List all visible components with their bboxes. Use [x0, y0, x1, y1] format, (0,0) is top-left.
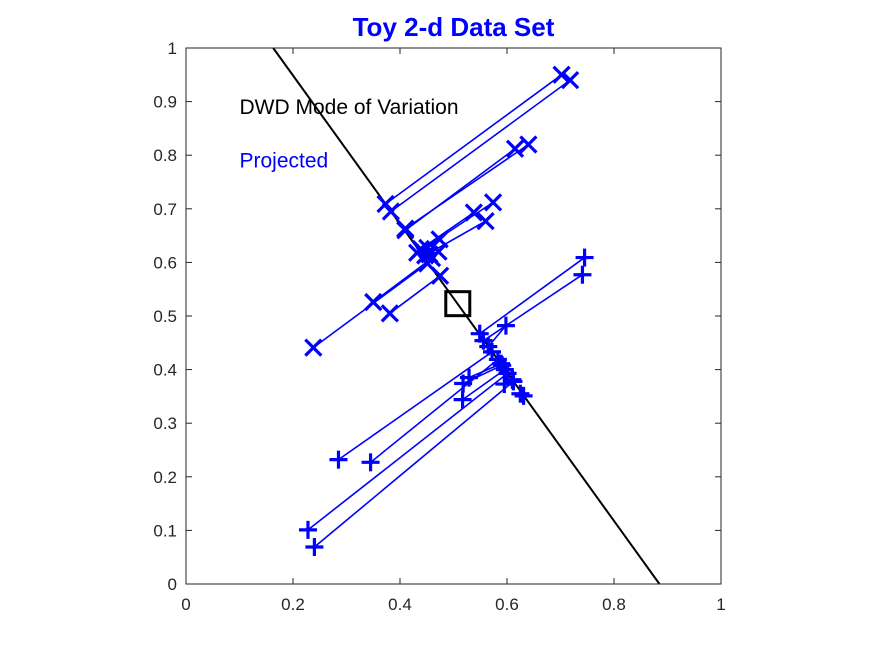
data-markers — [298, 65, 594, 557]
projection-line — [483, 274, 583, 342]
annotation-projected: Projected — [240, 150, 329, 173]
center-square — [444, 290, 472, 318]
data-point-plus — [575, 248, 594, 267]
data-point-plus — [496, 316, 515, 335]
data-point-x — [464, 203, 483, 222]
data-point-plus — [361, 453, 380, 472]
projection-line — [404, 148, 516, 231]
chart-title: Toy 2-d Data Set — [353, 12, 555, 42]
data-point-plus — [305, 538, 324, 557]
data-point-x — [380, 304, 399, 323]
projection-line — [385, 74, 563, 205]
x-marker-stroke — [380, 304, 399, 323]
x-tick-label: 1 — [716, 595, 725, 614]
data-point-x — [560, 71, 580, 90]
data-point-x — [519, 135, 538, 154]
x-tick-label: 0.2 — [281, 595, 305, 614]
data-point-plus — [453, 390, 472, 409]
y-tick-label: 0.1 — [153, 521, 177, 540]
projection-line — [338, 351, 493, 461]
x-marker-stroke — [396, 221, 415, 240]
data-point-plus — [573, 265, 592, 284]
x-marker-stroke — [560, 71, 580, 90]
data-point-plus — [514, 386, 533, 405]
data-point-x — [476, 211, 495, 231]
x-marker-stroke — [381, 202, 401, 221]
y-tick-label: 0.6 — [153, 253, 177, 272]
center-marker — [444, 290, 472, 318]
projection-line — [462, 368, 506, 401]
y-tick-label: 1 — [168, 39, 177, 58]
y-tick-label: 0.4 — [153, 361, 177, 380]
x-marker-stroke — [483, 193, 503, 212]
x-marker-stroke — [505, 139, 525, 158]
projection-line — [372, 257, 433, 303]
y-tick-label: 0.5 — [153, 307, 177, 326]
x-tick-label: 0.4 — [388, 595, 412, 614]
axis-ticks: 0 0.2 0.4 0.6 0.8 1 0 0.1 0.2 0.3 0.4 0.5 0.6 0.7 0.8 0… — [153, 39, 725, 614]
data-point-plus — [298, 520, 317, 539]
y-tick-label: 0.8 — [153, 146, 177, 165]
x-tick-label: 0 — [181, 595, 190, 614]
x-marker-stroke — [364, 292, 383, 312]
y-tick-label: 0.3 — [153, 414, 177, 433]
x-tick-label: 0.6 — [495, 595, 519, 614]
projected-point-x — [430, 266, 450, 285]
x-marker-stroke — [519, 135, 538, 154]
data-point-plus — [454, 374, 473, 393]
y-tick-label: 0 — [168, 575, 177, 594]
projected-point-plus — [511, 384, 530, 403]
projection-line — [313, 380, 514, 548]
projected-point-x — [396, 221, 415, 240]
x-marker-stroke — [430, 230, 449, 249]
projection-line — [420, 211, 475, 250]
projected-point-x — [381, 202, 401, 221]
x-marker-stroke — [552, 65, 571, 84]
x-marker-stroke — [304, 338, 323, 357]
projected-point-plus — [503, 370, 522, 389]
projection-line — [307, 372, 509, 531]
x-marker-stroke — [422, 248, 442, 268]
x-marker-stroke — [418, 238, 437, 258]
projection-line — [390, 79, 571, 213]
projected-point-x — [422, 248, 442, 268]
y-tick-label: 0.7 — [153, 200, 177, 219]
x-marker-stroke — [430, 266, 450, 285]
data-point-plus — [329, 450, 348, 469]
data-point-x — [304, 338, 323, 357]
x-tick-label: 0.8 — [602, 595, 626, 614]
data-point-x — [505, 139, 525, 158]
annotation-dwd-mode: DWD Mode of Variation — [240, 96, 459, 119]
data-point-x — [364, 292, 383, 312]
y-tick-label: 0.2 — [153, 468, 177, 487]
projection-line — [479, 256, 586, 335]
x-marker-stroke — [464, 203, 483, 222]
x-marker-stroke — [476, 211, 495, 231]
y-tick-label: 0.9 — [153, 93, 177, 112]
data-point-x — [483, 193, 503, 212]
data-point-x — [552, 65, 571, 84]
data-point-plus — [495, 375, 514, 394]
